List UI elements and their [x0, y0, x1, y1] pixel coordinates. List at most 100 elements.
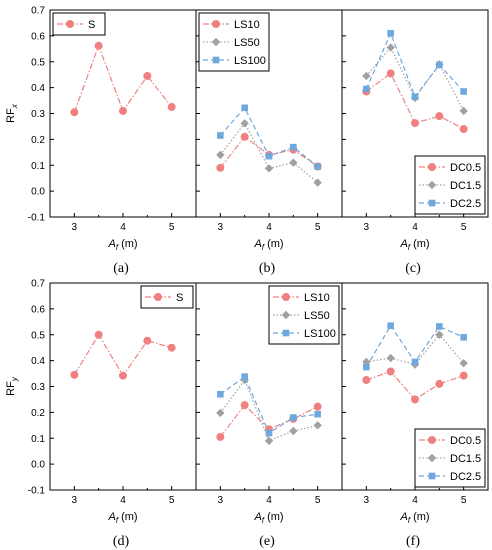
legend-label: LS10 [304, 292, 330, 304]
y-tick-label: 0.3 [31, 382, 45, 393]
data-point [459, 359, 468, 368]
data-point [94, 330, 103, 339]
x-axis-label: Af (m) [107, 511, 137, 525]
data-point [459, 125, 468, 134]
y-axis-label-main: RF [5, 108, 17, 123]
x-tick-label: 5 [169, 222, 175, 233]
legend: DC0.5 DC1.5 DC2.5 [414, 428, 486, 488]
series-line [365, 46, 465, 112]
x-tick-label: 3 [218, 222, 224, 233]
y-axis-label: RFy [5, 376, 19, 396]
y-tick-label: -0.1 [28, 213, 46, 224]
panel-label: (f) [406, 534, 420, 549]
data-point [216, 150, 225, 160]
panel-label: (e) [259, 534, 275, 549]
legend: S [52, 12, 106, 36]
x-tick-label: 4 [120, 495, 126, 506]
series-line [365, 31, 465, 98]
y-axis-label-main: RF [5, 381, 17, 396]
plot-frame [49, 282, 197, 491]
x-tick-label: 3 [72, 495, 78, 506]
data-point [119, 371, 127, 380]
data-point [290, 414, 297, 421]
data-point [314, 163, 321, 170]
y-tick-label: 0.2 [31, 135, 45, 146]
panel-label: (b) [259, 261, 276, 276]
data-point [216, 163, 225, 172]
data-point [436, 323, 443, 330]
data-point [70, 370, 79, 379]
y-tick-label: 0.4 [31, 356, 45, 367]
data-point [362, 71, 371, 81]
x-tick-label: 5 [315, 495, 321, 506]
legend-label: DC0.5 [450, 162, 481, 174]
data-point [241, 104, 248, 112]
x-axis-label-sub: f [262, 516, 265, 525]
y-tick-label: 0.1 [31, 434, 45, 445]
series-DC2.5 [363, 322, 467, 371]
x-axis-label-main: A [399, 511, 407, 523]
legend-label: LS10 [234, 19, 260, 31]
data-point [386, 367, 395, 376]
legend-swatch-marker [428, 436, 436, 444]
legend-swatch-marker [282, 293, 290, 301]
panel-e: 3 4 5 Af (m) (e) LS10 LS50 LS100 [195, 282, 343, 549]
series-LS50 [216, 375, 322, 446]
legend-box [140, 285, 194, 309]
data-point [460, 334, 467, 341]
x-axis-label-unit: (m) [410, 511, 430, 523]
x-tick-label: 4 [266, 222, 272, 233]
x-axis-label-main: A [107, 238, 115, 250]
series-line [73, 333, 172, 377]
data-point [119, 106, 127, 115]
legend: DC0.5 DC1.5 DC2.5 [414, 155, 486, 215]
y-tick-label: 0.5 [31, 330, 45, 341]
legend-label: DC1.5 [450, 180, 481, 192]
data-point [167, 103, 176, 112]
data-point [94, 41, 103, 50]
data-point [386, 43, 395, 52]
panel-f: 3 4 5 Af (m) (f) DC0.5 DC1.5 DC2.5 [341, 282, 489, 549]
x-axis-label-unit: (m) [118, 511, 138, 523]
legend: LS10 LS50 LS100 [268, 285, 340, 345]
data-point [143, 336, 152, 345]
series-DC0.5 [362, 367, 468, 404]
data-point [314, 410, 321, 418]
x-axis-label-sub: f [116, 516, 119, 525]
legend-swatch-marker [428, 163, 436, 171]
legend-swatch-marker [427, 180, 437, 190]
data-point [216, 408, 225, 418]
data-point [459, 106, 468, 116]
data-point [313, 421, 322, 430]
x-tick-label: 4 [412, 495, 418, 506]
data-point [240, 119, 249, 128]
y-tick-label: 0.6 [31, 304, 45, 315]
legend-swatch-marker [212, 56, 220, 64]
data-point [460, 88, 467, 95]
panel-label: (c) [405, 261, 421, 276]
y-tick-label: 0.2 [31, 408, 45, 419]
series-line [219, 375, 318, 434]
data-point [459, 371, 468, 380]
y-tick-label: 0.0 [31, 187, 45, 198]
panel-b: 3 4 5 Af (m) (b) LS10 LS50 LS100 [195, 9, 343, 276]
x-axis-label: Af (m) [107, 238, 137, 252]
legend-label: LS50 [234, 37, 260, 49]
data-point [313, 178, 322, 187]
x-tick-label: 3 [218, 495, 224, 506]
data-point [387, 29, 394, 37]
y-tick-label: 0.4 [31, 83, 45, 94]
x-tick-label: 5 [461, 495, 467, 506]
data-point [411, 358, 419, 366]
data-point [363, 85, 370, 93]
data-point [411, 395, 419, 404]
legend: LS10 LS50 LS100 [198, 12, 270, 72]
data-point [70, 108, 79, 117]
y-tick-label: 0.7 [31, 279, 45, 290]
x-axis-label: Af (m) [253, 238, 283, 252]
x-axis-label-main: A [253, 238, 261, 250]
panel-c: 3 4 5 Af (m) (c) DC0.5 DC1.5 DC2.5 [341, 9, 489, 276]
data-point [264, 436, 274, 446]
y-tick-label: 0.3 [31, 109, 45, 120]
